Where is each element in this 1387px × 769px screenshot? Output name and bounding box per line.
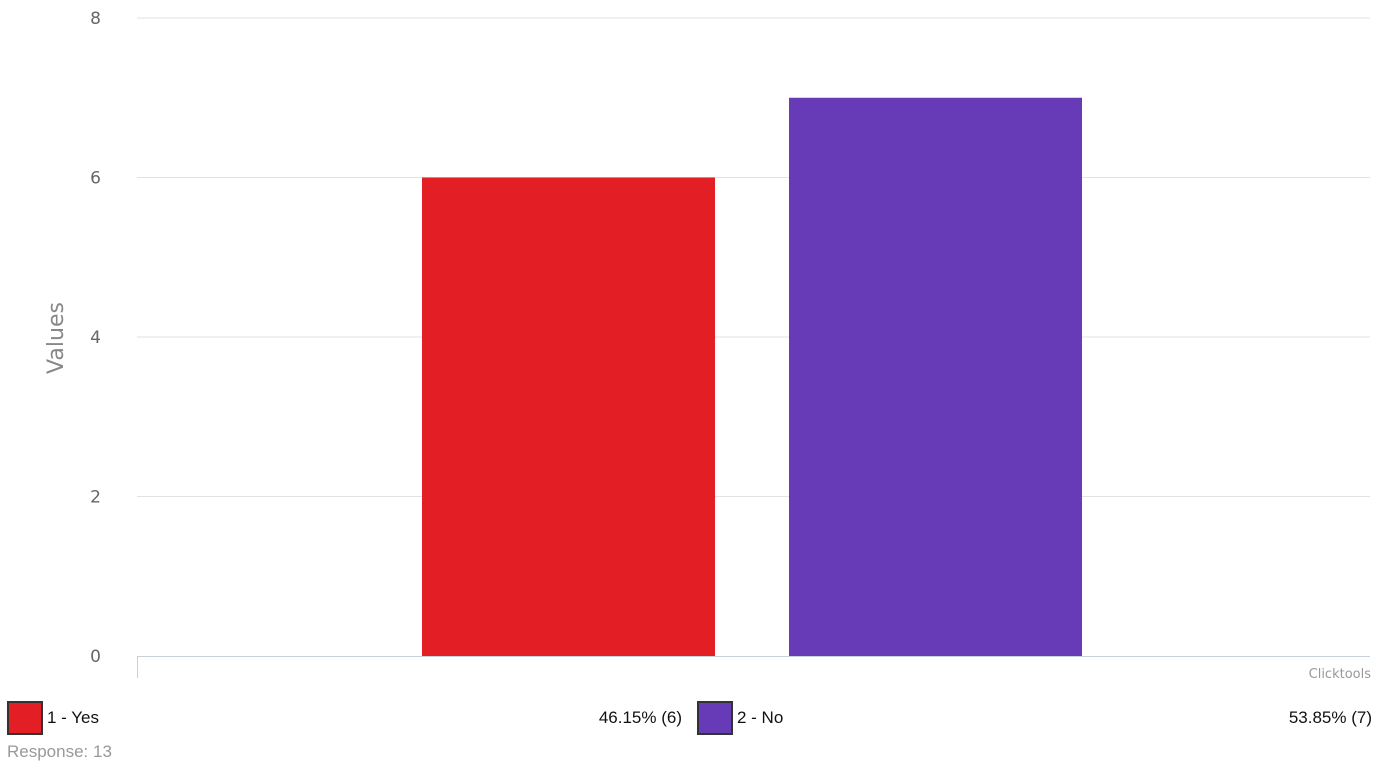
legend-swatch-yes [7,701,43,735]
y-tick-label: 0 [90,647,101,667]
legend-value-yes: 46.15% (6) [598,708,682,727]
y-tick-labels: 0 2 4 6 8 [90,9,101,667]
legend-swatch-no [697,701,733,735]
y-axis-label: Values [44,302,69,374]
legend-label-yes: 1 - Yes [47,708,99,727]
y-tick-label: 8 [90,9,101,29]
legend-label-no: 2 - No [737,708,784,727]
y-tick-label: 4 [90,328,101,348]
chart-credit[interactable]: Clicktools [1309,667,1372,682]
legend-item-yes[interactable]: 1 - Yes 46.15% (6) [7,701,687,735]
bar-chart: 0 2 4 6 8 Values Clicktools [44,9,1372,682]
bars [422,97,1082,657]
legend-item-no[interactable]: 2 - No 53.85% (7) [697,701,1372,735]
response-count: Response: 13 [7,742,112,761]
legend-value-no: 53.85% (7) [1288,708,1372,727]
bar-yes[interactable] [422,177,715,657]
bar-no[interactable] [789,97,1082,656]
grid-lines [137,17,1370,497]
y-tick-label: 6 [90,169,101,189]
legend: 1 - Yes 46.15% (6) 2 - No 53.85% (7) [0,701,1387,735]
y-tick-label: 2 [90,488,101,508]
